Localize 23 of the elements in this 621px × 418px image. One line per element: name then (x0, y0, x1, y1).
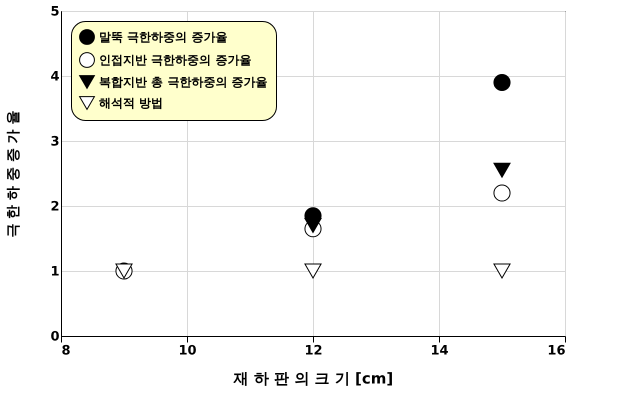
y-tick-label: 5 (50, 4, 60, 20)
point (304, 264, 322, 278)
x-tick-label: 10 (178, 344, 197, 358)
y-tick-label: 1 (50, 264, 60, 280)
legend-label: 인접지반 극한하중의 증가율 (99, 53, 252, 67)
point (304, 218, 322, 233)
point (493, 74, 511, 92)
y-tick-label: 3 (50, 134, 60, 150)
y-tick-label: 2 (50, 200, 60, 214)
x-axis-title: 재 하 판 의 크 기 [cm] (232, 370, 394, 388)
point (493, 162, 511, 178)
point (493, 184, 511, 202)
x-tick-label: 16 (547, 344, 566, 358)
y-tick-label: 0 (50, 330, 60, 344)
legend-label: 해석적 방법 (99, 96, 164, 110)
x-tick-label: 8 (62, 344, 71, 358)
y-axis-title: 극 한 하 중 증 가 율 (5, 110, 22, 238)
legend-label: 말뚝 극한하중의 증가율 (99, 30, 228, 44)
x-tick-label: 12 (304, 344, 323, 358)
point (493, 264, 511, 278)
legend-label: 복합지반 총 극한하중의 증가율 (99, 75, 268, 89)
x-tick-label: 14 (430, 344, 449, 358)
y-tick-label: 4 (50, 70, 60, 84)
